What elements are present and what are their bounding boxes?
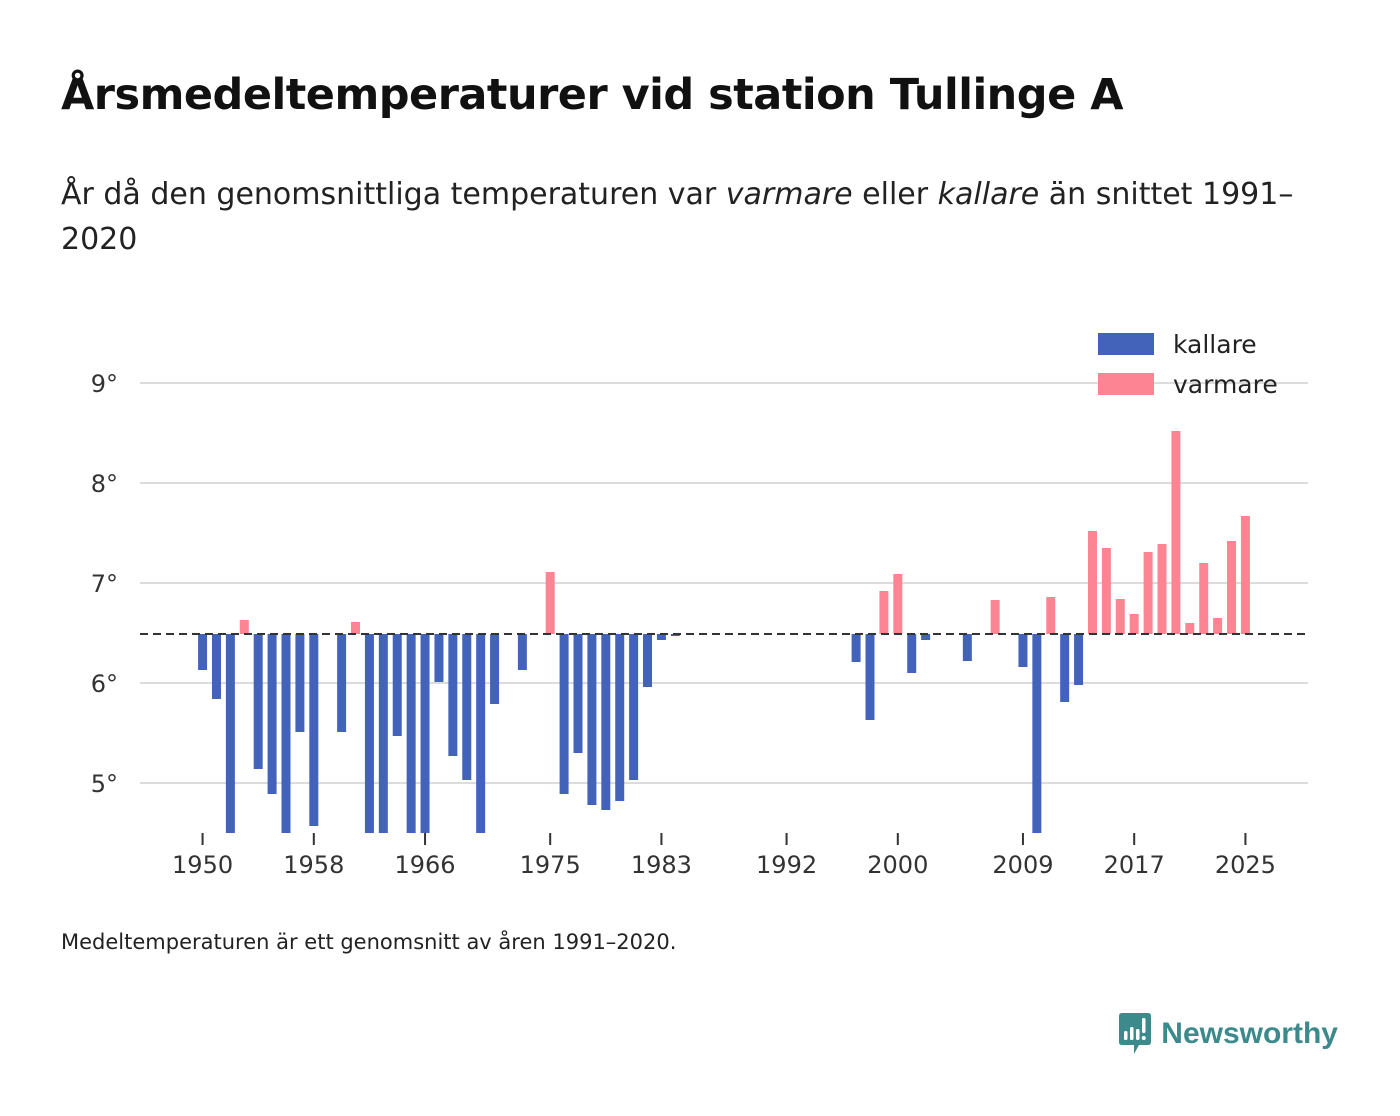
bar-warmer-2025 (1240, 516, 1250, 634)
x-tick-label: 1983 (631, 851, 692, 879)
bar-colder-1968 (448, 634, 458, 756)
bar-warmer-2020 (1171, 431, 1181, 634)
x-tick-label: 1958 (283, 851, 344, 879)
subtitle-suffix: än snittet 1991–2020 (61, 177, 1294, 257)
x-tick-label: 2009 (992, 851, 1053, 879)
bar-warmer-2016 (1115, 599, 1125, 634)
legend-swatch-kallare (1098, 333, 1154, 355)
bar-colder-1967 (434, 634, 444, 682)
bar-warmer-2017 (1129, 614, 1139, 634)
bar-colder-1950 (198, 634, 208, 670)
x-tick-label: 1992 (756, 851, 817, 879)
bar-colder-1954 (253, 634, 263, 769)
bar-colder-1960 (337, 634, 347, 732)
bar-colder-1969 (462, 634, 472, 780)
bar-warmer-2021 (1185, 623, 1195, 634)
bar-colder-1983 (656, 634, 666, 640)
newsworthy-logo-icon (1119, 1013, 1152, 1054)
bar-warmer-2007 (990, 600, 1000, 634)
y-tick-label: 5° (91, 770, 118, 798)
bar-colder-1997 (851, 634, 861, 662)
x-tick-label: 1950 (172, 851, 233, 879)
y-axis-labels: 5° 6° 7° 8° 9° (91, 370, 118, 798)
legend-swatch-varmare (1098, 373, 1154, 395)
bar-colder-1951 (211, 634, 221, 699)
bar-warmer-2019 (1157, 544, 1167, 634)
subtitle-warm-word: varmare (725, 177, 853, 212)
bar-colder-1979 (601, 634, 611, 810)
x-tick-label: 1966 (395, 851, 456, 879)
bar-colder-1980 (615, 634, 625, 801)
subtitle-middle: eller (852, 177, 938, 212)
bar-warmer-2015 (1101, 548, 1111, 634)
subtitle-cold-word: kallare (937, 177, 1040, 212)
bar-colder-1962 (364, 634, 374, 833)
bar-colder-2002 (921, 634, 931, 640)
bar-colder-1981 (629, 634, 639, 780)
bar-warmer-2014 (1087, 531, 1097, 634)
bar-colder-1958 (309, 634, 319, 826)
bar-colder-2009 (1018, 634, 1028, 667)
bar-colder-1956 (281, 634, 291, 833)
bar-colder-1976 (559, 634, 569, 794)
bar-colder-2012 (1060, 634, 1070, 702)
temperature-bar-chart: 5° 6° 7° 8° 9° 1950 1958 1966 1975 1983 1992 2000 2… (91, 330, 1308, 879)
y-tick-label: 6° (91, 670, 118, 698)
brand-logo: Newsworthy (1117, 1012, 1338, 1056)
bar-warmer-2023 (1213, 618, 1223, 634)
bar-colder-1970 (476, 634, 486, 833)
bar-warmer-1975 (545, 572, 555, 634)
bar-colder-1998 (865, 634, 875, 720)
bar-colder-1982 (643, 634, 653, 687)
bar-colder-2001 (907, 634, 917, 673)
bars (198, 431, 1250, 833)
bar-warmer-1999 (879, 591, 889, 634)
bar-colder-1963 (378, 634, 388, 833)
chart-title: Årsmedeltemperaturer vid station Tulling… (61, 70, 1123, 120)
x-tick-label: 2017 (1104, 851, 1165, 879)
x-tick-label: 2000 (867, 851, 928, 879)
bar-colder-1973 (517, 634, 527, 670)
y-tick-label: 9° (91, 370, 118, 398)
footnote: Medeltemperaturen är ett genomsnitt av å… (61, 930, 677, 954)
chart-subtitle: År då den genomsnittliga temperaturen va… (61, 172, 1301, 262)
bar-colder-2010 (1032, 634, 1042, 833)
bar-colder-1965 (406, 634, 416, 833)
bar-colder-1955 (267, 634, 277, 794)
bar-colder-1952 (225, 634, 235, 833)
bar-colder-1966 (420, 634, 430, 833)
bar-warmer-2000 (893, 574, 903, 634)
legend-label-varmare: varmare (1173, 370, 1278, 399)
bar-warmer-2018 (1143, 552, 1153, 634)
bar-warmer-2024 (1227, 541, 1237, 634)
bar-colder-1978 (587, 634, 597, 805)
bar-colder-1957 (295, 634, 305, 732)
bar-colder-1971 (490, 634, 500, 704)
subtitle-prefix: År då den genomsnittliga temperaturen va… (61, 177, 726, 212)
bar-colder-1977 (573, 634, 583, 753)
bar-warmer-1961 (351, 622, 361, 634)
legend-label-kallare: kallare (1173, 330, 1257, 359)
legend: kallare varmare (1098, 330, 1278, 399)
bar-colder-2013 (1074, 634, 1084, 685)
x-axis: 1950 1958 1966 1975 1983 1992 2000 2009 2017 2025 (172, 833, 1276, 879)
bar-warmer-2022 (1199, 563, 1209, 634)
x-tick-label: 1975 (520, 851, 581, 879)
brand-name: Newsworthy (1161, 1017, 1338, 1050)
y-tick-label: 8° (91, 470, 118, 498)
bar-colder-1964 (392, 634, 402, 736)
bar-warmer-2011 (1046, 597, 1056, 634)
y-tick-label: 7° (91, 570, 118, 598)
x-tick-label: 2025 (1215, 851, 1276, 879)
bar-warmer-1953 (239, 620, 249, 634)
bar-colder-2005 (962, 634, 972, 661)
